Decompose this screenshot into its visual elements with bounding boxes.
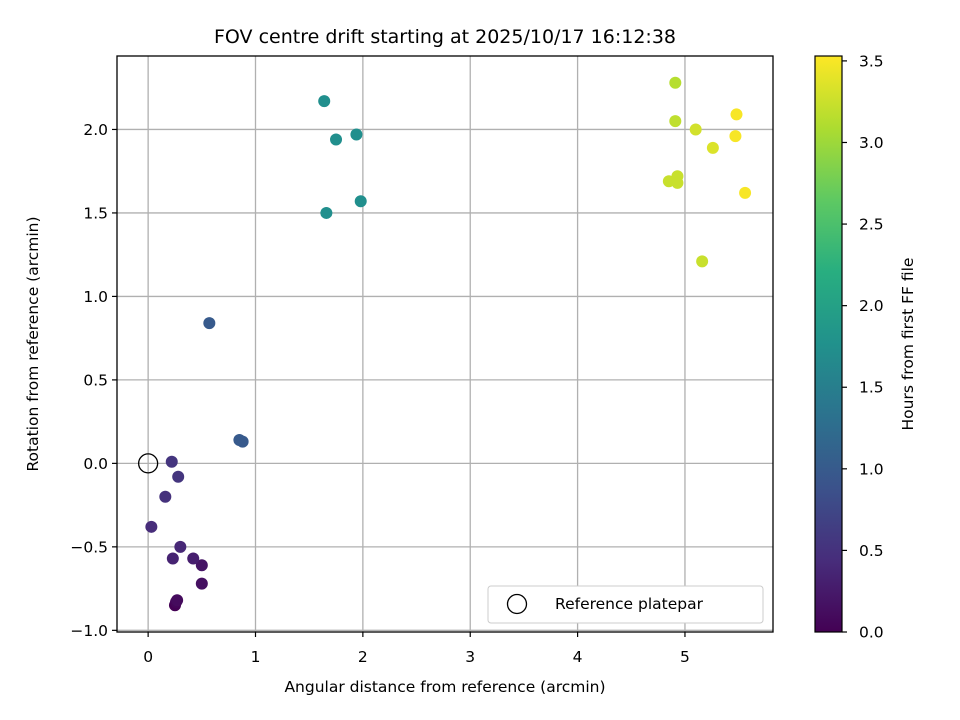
legend: Reference platepar [487,585,764,624]
colorbar-tick-label: 2.5 [859,216,884,234]
colorbar-tick-label: 1.0 [859,460,884,478]
data-point [195,577,208,590]
plot-frame [116,55,774,633]
x-axis-label: Angular distance from reference (arcmin) [284,678,605,696]
data-point [159,490,172,503]
colorbar-tick-label: 0.5 [859,542,884,560]
data-point [669,76,682,89]
y-tick-label: 2.0 [83,121,108,139]
data-point [669,115,682,128]
data-point [739,186,752,199]
legend-reference-marker [506,593,528,615]
colorbar-tick-label: 2.0 [859,297,884,315]
data-point [730,108,743,121]
colorbar-gradient [814,55,843,633]
grid [117,56,773,632]
data-point [145,520,158,533]
x-tick-label: 1 [251,648,261,666]
x-tick-label: 4 [573,648,583,666]
data-point [318,95,331,108]
reference-marker-layer [137,453,159,474]
y-axis-ticks: −1.0 −0.5 0.0 0.5 1.0 1.5 2.0 [70,121,117,640]
x-tick-label: 0 [143,648,153,666]
data-point [354,195,367,208]
colorbar-tick-label: 3.0 [859,134,884,152]
colorbar-tick-label: 3.5 [859,52,884,70]
data-points [145,76,752,612]
data-point [203,317,216,330]
x-tick-label: 2 [358,648,368,666]
legend-box [487,585,764,624]
data-point [330,133,343,146]
data-point [671,176,684,189]
data-point [706,141,719,154]
chart-title: FOV centre drift starting at 2025/10/17 … [214,26,676,48]
data-point [195,559,208,572]
x-tick-label: 3 [465,648,475,666]
data-point [350,128,363,141]
x-tick-label: 5 [680,648,690,666]
legend-label: Reference platepar [555,595,704,613]
data-point [236,435,249,448]
y-tick-label: 1.0 [83,288,108,306]
data-point [172,470,185,483]
data-point [320,206,333,219]
y-tick-label: −1.0 [70,622,108,640]
data-point [187,552,200,565]
data-point [165,455,178,468]
colorbar-ticks: 0.0 0.5 1.0 1.5 2.0 2.5 3.0 3.5 [842,52,884,642]
data-point [729,130,742,143]
data-point [696,255,709,268]
y-tick-label: −0.5 [70,538,108,556]
y-axis-label: Rotation from reference (arcmin) [24,216,42,471]
y-tick-label: 1.5 [83,204,108,222]
data-point [166,552,179,565]
y-tick-label: 0.5 [83,371,108,389]
colorbar-tick-label: 1.5 [859,379,884,397]
colorbar: 0.0 0.5 1.0 1.5 2.0 2.5 3.0 3.5 Hours from firs… [814,52,917,642]
reference-platepar-marker [137,453,159,474]
x-axis-ticks: 0 1 2 3 4 5 [143,632,690,666]
data-point [174,540,187,553]
data-point [171,594,184,607]
colorbar-label: Hours from first FF file [899,258,917,431]
data-point [689,123,702,136]
y-tick-label: 0.0 [83,455,108,473]
colorbar-tick-label: 0.0 [859,624,884,642]
